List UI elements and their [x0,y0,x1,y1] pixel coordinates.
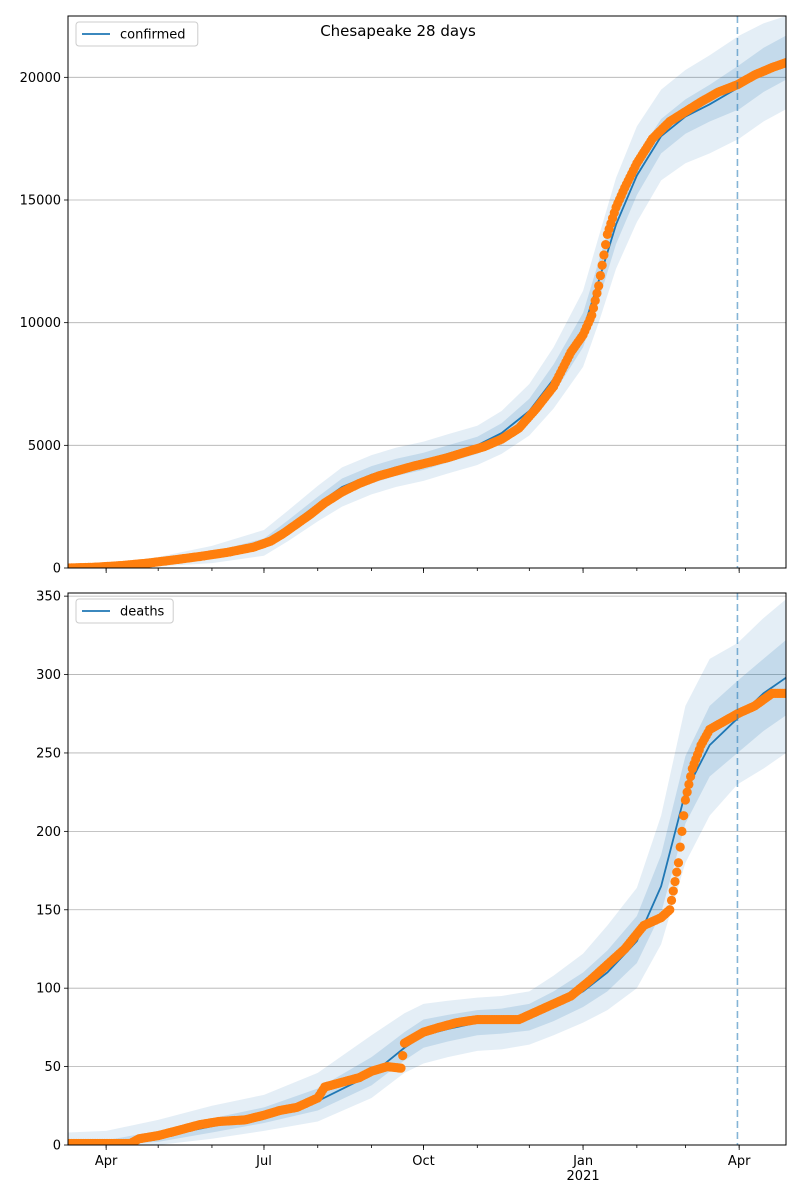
observed-point [781,688,786,698]
observed-point [597,260,607,270]
figure-title: Chesapeake 28 days [320,22,476,40]
observed-point [592,288,602,298]
observed-point [599,250,609,260]
observed-point [666,895,677,905]
uncertainty-band-inner [68,640,786,1145]
observed-point [587,310,597,320]
y-tick-label: 250 [36,746,61,761]
x-tick-label: Jan [572,1154,593,1169]
axes-frame [67,592,787,1146]
observed-point [684,779,694,789]
observed-point [396,1063,406,1073]
confirmed-panel: 0 5000 10000 15000 20000 confirmed [20,15,787,577]
legend: confirmed [75,21,199,47]
observed-point [665,905,675,915]
y-tick-label: 0 [53,562,61,577]
observed-point [675,842,685,852]
observed-point [590,295,600,306]
y-tick-label: 300 [36,668,61,683]
observed-point [673,858,684,868]
observed-point [398,1051,408,1061]
legend-label: confirmed [120,28,186,43]
observed-point [595,270,606,281]
x-tick-label: Apr [728,1154,751,1169]
observed-point [679,811,689,821]
y-tick-label: 150 [36,903,61,918]
x-tick-label: Apr [95,1154,118,1169]
y-tick-label: 350 [36,590,61,605]
observed-point [781,58,786,68]
observed-point [668,886,678,896]
uncertainty-band-outer [68,16,786,568]
observed-point [682,787,692,797]
observed-point [672,867,682,877]
observed-point [588,303,599,313]
x-tick-label: 2021 [567,1169,600,1184]
observed-point [601,240,611,250]
observed-point [680,795,691,805]
plot-area [68,16,786,568]
plot-area [68,599,786,1145]
y-tick-label: 10000 [20,316,61,331]
legend-label: deaths [120,605,165,620]
observed-point [670,876,680,887]
legend-box [75,598,174,624]
y-tick-label: 200 [36,825,61,840]
axes-frame [67,15,787,569]
legend-box [75,21,199,47]
observed-point [686,771,696,782]
y-tick-label: 0 [53,1139,61,1154]
uncertainty-band-outer [68,599,786,1145]
y-tick-label: 100 [36,982,61,997]
observed-point [677,826,687,836]
x-tick-label: Jul [255,1154,272,1169]
observed-point [594,281,604,291]
y-tick-label: 15000 [20,194,61,209]
y-tick-label: 5000 [28,439,61,454]
x-tick-label: Oct [412,1154,434,1169]
legend: deaths [75,598,174,624]
y-tick-label: 20000 [20,71,61,86]
y-tick-label: 50 [44,1060,61,1075]
